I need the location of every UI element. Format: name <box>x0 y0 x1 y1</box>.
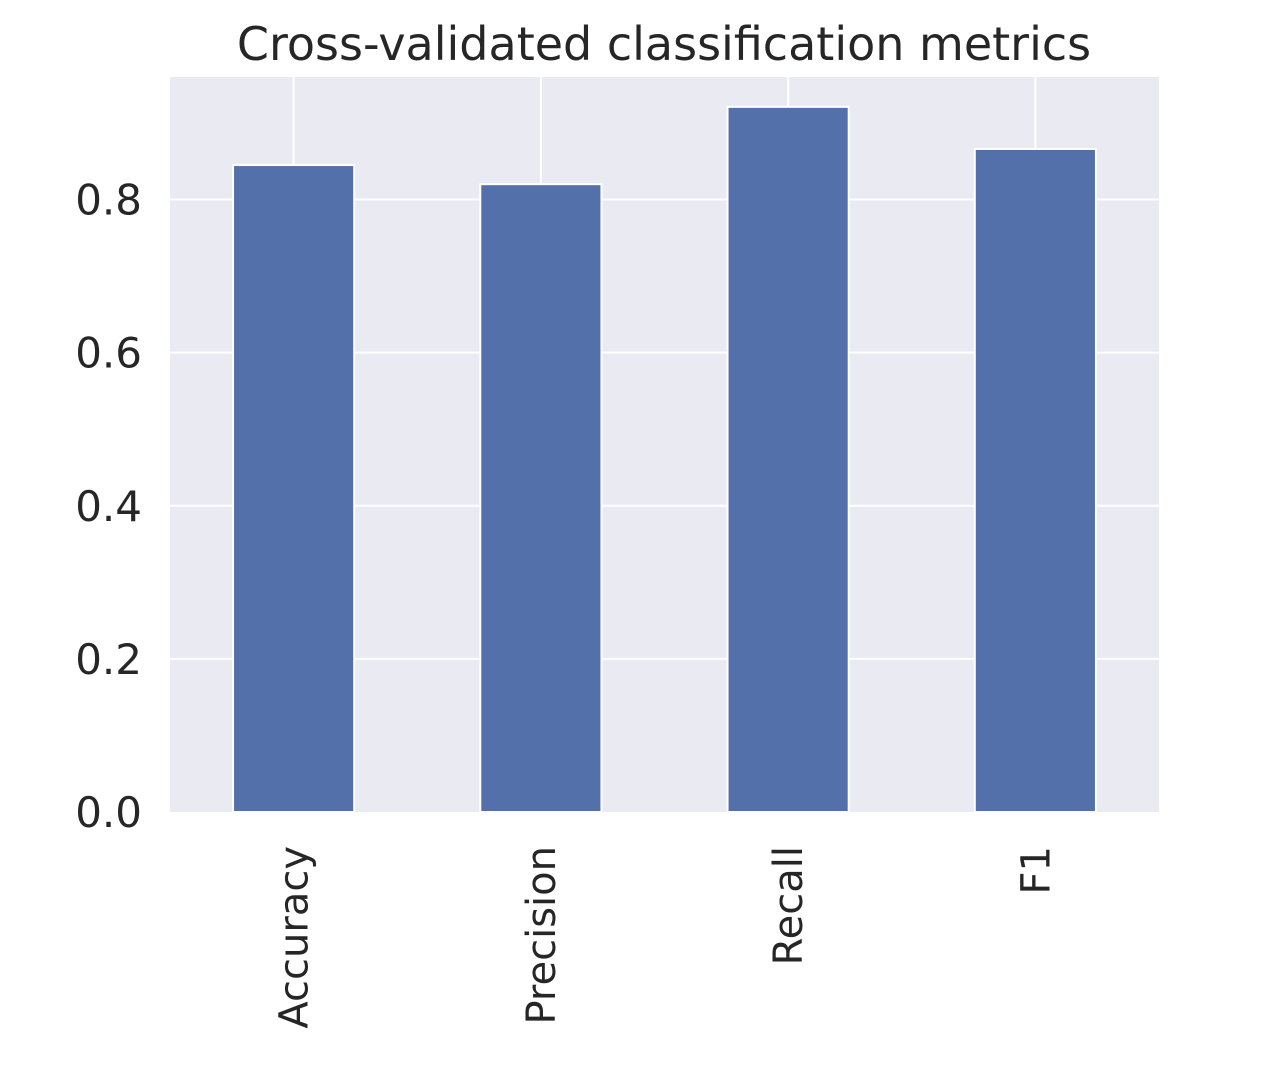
x-tick-label-recall: Recall <box>766 846 812 965</box>
y-tick-label: 0.2 <box>75 635 142 684</box>
y-tick-label: 0.4 <box>75 482 142 531</box>
bar-f1 <box>973 147 1097 813</box>
bars <box>232 105 1097 813</box>
chart-title: Cross-validated classification metrics <box>237 17 1091 71</box>
bar-recall <box>726 105 850 813</box>
bar-precision <box>479 183 603 813</box>
y-tick-label: 0.0 <box>75 788 142 837</box>
x-axis-labels: Accuracy Precision Recall F1 <box>272 846 1060 1029</box>
y-axis-ticks: 0.0 0.2 0.4 0.6 0.8 <box>75 176 142 838</box>
y-tick-label: 0.6 <box>75 329 142 378</box>
bar-accuracy <box>232 164 356 813</box>
y-tick-label: 0.8 <box>75 176 142 225</box>
x-tick-label-f1: F1 <box>1013 846 1059 894</box>
x-tick-label-precision: Precision <box>519 846 565 1024</box>
x-tick-label-accuracy: Accuracy <box>272 846 318 1029</box>
